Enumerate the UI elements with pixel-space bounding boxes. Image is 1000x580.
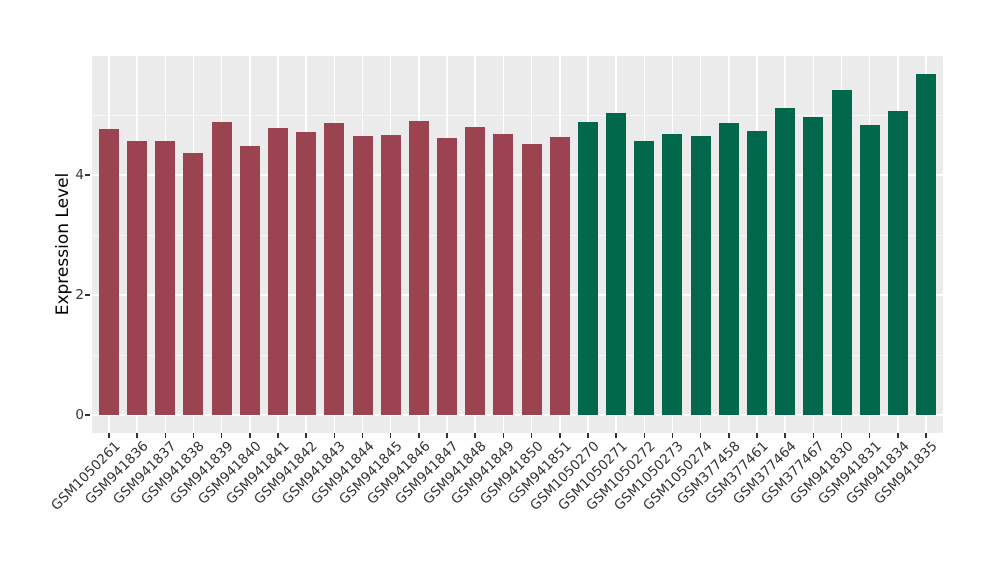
bar-GSM941847 (437, 138, 458, 415)
bar-GSM941843 (324, 123, 345, 415)
bar-GSM941850 (521, 144, 542, 415)
x-tick-mark (164, 433, 166, 438)
bar-GSM941839 (211, 122, 232, 415)
x-tick-mark (728, 433, 730, 438)
gridline-major-y (92, 414, 943, 416)
x-tick-mark (643, 433, 646, 438)
x-tick-mark (305, 433, 307, 438)
bar-GSM1050273 (662, 134, 683, 415)
x-tick-mark (389, 433, 392, 438)
y-axis-title: Expression Level (53, 172, 73, 316)
bar-GSM941835 (916, 74, 937, 415)
bar-GSM941848 (465, 127, 486, 415)
x-tick-mark (559, 433, 561, 438)
bar-GSM1050274 (690, 136, 711, 415)
bar-GSM377467 (803, 116, 824, 415)
bar-GSM377458 (718, 123, 739, 415)
x-tick-mark (333, 433, 336, 438)
x-tick-mark (108, 433, 110, 438)
x-tick-mark (502, 433, 505, 438)
x-tick-mark (361, 433, 364, 438)
x-tick-mark (699, 433, 702, 438)
bar-GSM377461 (747, 131, 768, 415)
y-tick-label: 0 (75, 407, 84, 423)
bar-GSM941846 (408, 121, 429, 415)
plot-panel (92, 56, 943, 433)
bar-GSM1050270 (577, 121, 598, 415)
gridline-minor-y (92, 235, 943, 236)
bar-GSM377464 (775, 108, 796, 415)
bar-GSM1050272 (634, 140, 655, 415)
bar-GSM941838 (183, 152, 204, 415)
y-tick-label: 2 (75, 287, 84, 303)
bar-GSM941851 (549, 136, 570, 415)
x-tick-mark (418, 433, 420, 438)
gridline-major-y (92, 174, 943, 176)
bar-GSM941830 (831, 89, 852, 415)
x-tick-mark (840, 433, 843, 438)
y-tick-mark (85, 294, 90, 296)
bar-GSM1050261 (98, 129, 119, 415)
bar-GSM941845 (380, 135, 401, 415)
bar-GSM941844 (352, 136, 373, 415)
x-tick-mark (192, 433, 195, 438)
x-tick-mark (925, 433, 927, 438)
bar-GSM941837 (155, 141, 176, 415)
y-tick-label: 4 (75, 167, 84, 183)
x-tick-mark (587, 433, 589, 438)
bar-GSM941840 (239, 146, 260, 415)
bar-GSM941834 (887, 111, 908, 415)
y-tick-mark (85, 174, 90, 176)
gridline-minor-y (92, 115, 943, 116)
y-tick-mark (85, 414, 90, 416)
bar-GSM941849 (493, 134, 514, 415)
x-tick-mark (220, 433, 223, 438)
x-tick-mark (756, 433, 758, 438)
x-tick-mark (615, 433, 617, 438)
x-tick-mark (868, 433, 871, 438)
x-tick-mark (897, 433, 899, 438)
x-tick-mark (249, 433, 251, 438)
bar-GSM941842 (296, 131, 317, 415)
x-tick-mark (812, 433, 815, 438)
bar-GSM941831 (859, 125, 880, 415)
x-tick-mark (136, 433, 138, 438)
x-tick-mark (446, 433, 448, 438)
gridline-major-y (92, 294, 943, 296)
x-tick-mark (784, 433, 786, 438)
x-tick-mark (671, 433, 674, 438)
gridline-minor-y (92, 355, 943, 356)
x-tick-mark (530, 433, 533, 438)
bar-GSM941841 (267, 128, 288, 415)
bar-GSM1050271 (606, 113, 627, 415)
bar-GSM941836 (127, 141, 148, 415)
x-tick-mark (277, 433, 279, 438)
x-tick-mark (474, 433, 476, 438)
